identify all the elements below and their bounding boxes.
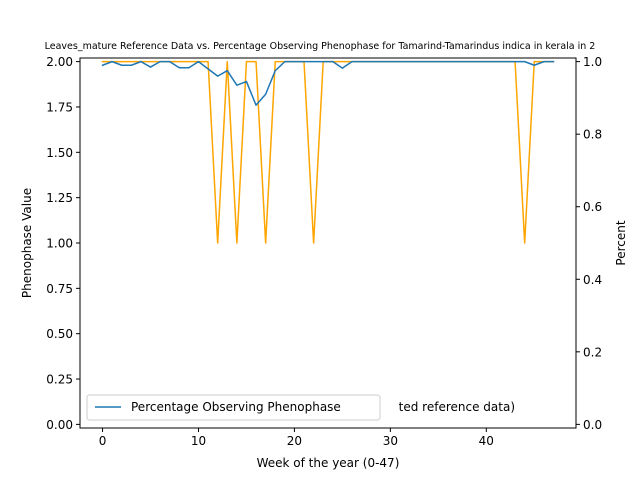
y-right-tick-label: 0.6 <box>583 200 602 214</box>
y-left-tick-label: 2.00 <box>46 55 73 69</box>
series-line-percentage <box>101 60 555 106</box>
x-tick-label: 10 <box>191 434 206 448</box>
legend-occluded-text: ted reference data) <box>399 400 515 414</box>
y-left-tick-label: 1.50 <box>46 146 73 160</box>
y-left-tick-label: 0.75 <box>46 282 73 296</box>
legend-box <box>86 394 381 421</box>
y-right-tick-label: 0.2 <box>583 345 602 359</box>
legend: ted reference data) Percentage Observing … <box>86 394 515 421</box>
y-left-tick-label: 0.50 <box>46 327 73 341</box>
y-left-tick-label: 0.25 <box>46 373 73 387</box>
y-left-tick-label: 1.25 <box>46 191 73 205</box>
y-left-tick-label: 1.00 <box>46 237 73 251</box>
y-right-tick-label: 1.0 <box>583 55 602 69</box>
x-tick-label: 40 <box>479 434 494 448</box>
x-axis: 0 10 20 30 40 <box>99 428 494 448</box>
x-tick-label: 30 <box>383 434 398 448</box>
y-axis-left-label: Phenophase Value <box>20 188 34 298</box>
x-axis-label: Week of the year (0-47) <box>257 456 400 470</box>
y-axis-right-label: Percent <box>614 220 628 265</box>
y-right-tick-label: 0.4 <box>583 273 602 287</box>
y-axis-left: 0.00 0.25 0.50 0.75 1.00 1.25 1.50 1.75 2.00 <box>46 55 80 432</box>
x-tick-label: 0 <box>99 434 107 448</box>
plot-series <box>101 60 555 244</box>
y-right-tick-label: 0.8 <box>583 128 602 142</box>
chart-title: Leaves_mature Reference Data vs. Percent… <box>45 41 596 52</box>
y-left-tick-label: 0.00 <box>46 418 73 432</box>
y-left-tick-label: 1.75 <box>46 100 73 114</box>
y-right-tick-label: 0.0 <box>583 418 602 432</box>
legend-label: Percentage Observing Phenophase <box>131 400 341 414</box>
x-tick-label: 20 <box>287 434 302 448</box>
y-axis-right: 0.0 0.2 0.4 0.6 0.8 1.0 <box>576 55 602 432</box>
